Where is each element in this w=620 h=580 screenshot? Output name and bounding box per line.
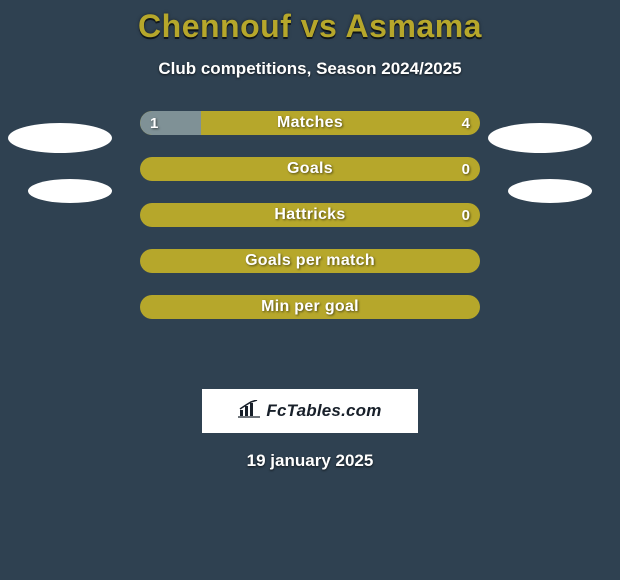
stat-label: Hattricks bbox=[140, 203, 480, 227]
ellipse-left-bottom bbox=[28, 179, 112, 203]
stat-bar-goals: Goals 0 bbox=[140, 157, 480, 181]
bar-chart-icon bbox=[238, 400, 260, 423]
date-text: 19 january 2025 bbox=[0, 451, 620, 471]
stat-bar-min-per-goal: Min per goal bbox=[140, 295, 480, 319]
stat-label: Matches bbox=[140, 111, 480, 135]
stat-value-right: 0 bbox=[462, 203, 470, 227]
player-left-name: Chennouf bbox=[138, 8, 291, 44]
logo: FcTables.com bbox=[238, 400, 381, 423]
logo-box: FcTables.com bbox=[202, 389, 418, 433]
stat-label: Goals bbox=[140, 157, 480, 181]
stat-bars: 1 Matches 4 Goals 0 Hattricks 0 Goals pe… bbox=[140, 111, 480, 341]
stat-value-right: 4 bbox=[462, 111, 470, 135]
stat-bar-matches: 1 Matches 4 bbox=[140, 111, 480, 135]
ellipse-right-top bbox=[488, 123, 592, 153]
stat-value-right: 0 bbox=[462, 157, 470, 181]
player-right-name: Asmama bbox=[346, 8, 482, 44]
stat-bar-hattricks: Hattricks 0 bbox=[140, 203, 480, 227]
ellipse-left-top bbox=[8, 123, 112, 153]
ellipse-right-bottom bbox=[508, 179, 592, 203]
comparison-arena: 1 Matches 4 Goals 0 Hattricks 0 Goals pe… bbox=[0, 111, 620, 371]
page-title: Chennouf vs Asmama bbox=[0, 0, 620, 45]
vs-separator: vs bbox=[301, 8, 338, 44]
stat-label: Goals per match bbox=[140, 249, 480, 273]
subtitle: Club competitions, Season 2024/2025 bbox=[0, 59, 620, 79]
logo-text: FcTables.com bbox=[266, 401, 381, 421]
stat-bar-goals-per-match: Goals per match bbox=[140, 249, 480, 273]
stat-label: Min per goal bbox=[140, 295, 480, 319]
